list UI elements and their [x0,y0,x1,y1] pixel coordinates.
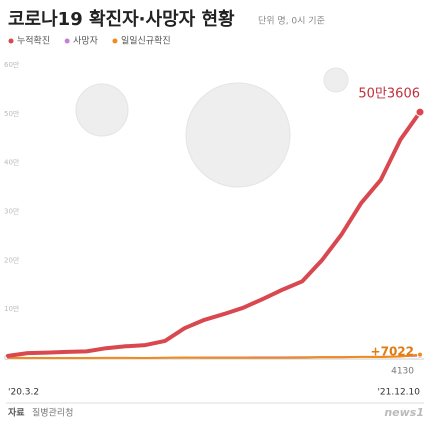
virus-icon [185,82,291,188]
legend-swatch [112,38,118,44]
value-label: +7022 [371,345,414,359]
y-tick-label: 40만 [4,158,20,167]
logo: news1 [384,406,424,419]
source-label: 자료 [8,407,25,419]
y-tick-label: 50만 [4,109,20,118]
legend-swatch [8,38,14,44]
virus-decoration [75,67,349,188]
end-point [417,351,423,358]
y-tick-label: 20만 [4,255,20,264]
series-line [6,110,422,358]
y-tick-label: 30만 [4,207,20,216]
value-label: 50만3606 [358,87,420,102]
legend-label: 일일신규확진 [121,35,171,47]
series-line [7,353,421,359]
virus-icon [323,67,349,93]
source: 질병관리청 [32,407,73,419]
end-point [415,107,425,117]
legend-label: 누적확진 [17,35,50,47]
x-tick-label: '20.3.2 [8,388,39,398]
y-tick-label: 10만 [4,304,20,313]
virus-icon [75,83,129,137]
x-tick-label: '21.12.10 [377,388,420,398]
subtitle: 단위 명, 0시 기준 [258,16,325,27]
y-tick-label: 60만 [4,60,20,69]
y-tick-label: 0 [4,354,8,362]
legend-swatch [64,38,70,44]
value-label: 4130 [391,367,414,377]
chart-title: 코로나19 확진자·사망자 현황 [8,9,235,30]
legend-label: 사망자 [73,36,99,47]
